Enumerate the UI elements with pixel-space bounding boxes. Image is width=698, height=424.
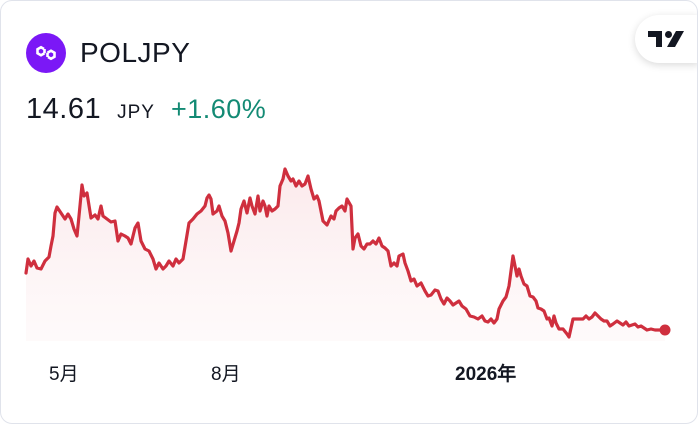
polygon-logo-icon [26, 33, 66, 73]
price-line [24, 167, 667, 339]
time-axis: 5月 8月 2026年 [1, 359, 697, 389]
symbol-name: POLJPY [80, 37, 191, 68]
price-change-percent: +1.60% [170, 94, 267, 124]
price-area-chart[interactable] [1, 151, 698, 351]
price-row: 14.61 JPY +1.60% [26, 93, 266, 126]
tradingview-logo-icon [648, 31, 684, 47]
last-price: 14.61 [26, 93, 102, 125]
symbol-header[interactable]: POLJPY [26, 33, 190, 73]
x-tick-label-year: 2026年 [455, 364, 517, 385]
tradingview-logo-button[interactable] [635, 15, 697, 63]
price-area-fill [26, 169, 665, 341]
polygon-glyph-icon [36, 45, 56, 61]
x-tick-label: 5月 [49, 364, 79, 385]
x-tick-label: 8月 [211, 364, 241, 385]
currency-label: JPY [117, 102, 155, 123]
last-price-marker [659, 324, 671, 336]
